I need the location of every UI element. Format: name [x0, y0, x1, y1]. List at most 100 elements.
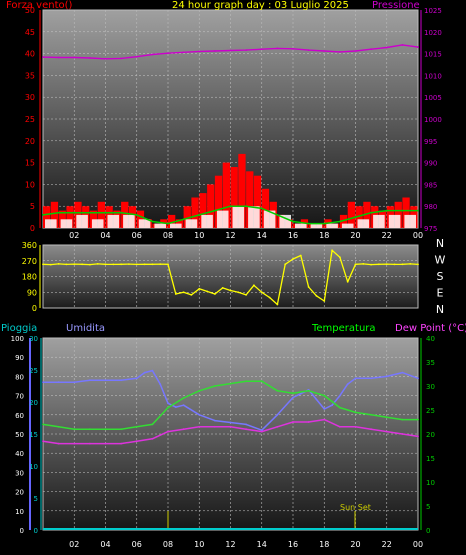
- x-tick-label: 08: [163, 540, 173, 549]
- wind-gust-bar: [310, 223, 323, 228]
- x-tick-label: 04: [100, 540, 110, 549]
- pressure-line-point: [135, 55, 138, 58]
- wind-average-line-point: [57, 211, 60, 214]
- humidity-line-point: [120, 379, 122, 382]
- pressure-line-point: [214, 50, 216, 52]
- wind-tick-label: 25: [25, 115, 35, 124]
- wind-direction-line-point: [378, 263, 380, 266]
- wind-average-line-point: [354, 216, 357, 219]
- pressure-tick-label: 985: [424, 181, 437, 189]
- wind-speed-bar: [191, 197, 199, 228]
- wind-direction-line-point: [268, 296, 271, 299]
- rain-tick-label: 40: [15, 450, 24, 458]
- wind-gust-bar: [404, 214, 416, 228]
- wind-direction-line-point: [323, 300, 326, 302]
- humidity-line-point: [339, 394, 341, 397]
- dewpoint-line-point: [214, 425, 216, 428]
- dewpoint-line-point: [260, 430, 263, 433]
- wind-gust-bar: [295, 223, 307, 228]
- wind-gust-bar: [388, 214, 401, 228]
- wind-direction-line-point: [73, 263, 76, 265]
- compass-letter: N: [436, 237, 444, 250]
- x-tick-label: 14: [257, 231, 267, 240]
- pressure-line-point: [370, 48, 372, 51]
- dewpoint-line-point: [323, 418, 326, 421]
- wind-direction-line-point: [112, 263, 115, 266]
- compass-letter: N: [436, 303, 444, 316]
- wind-gust-bar: [91, 219, 104, 228]
- dewpoint-line-point: [417, 435, 419, 438]
- wind-gust-bar: [60, 219, 73, 228]
- temperature-line-point: [229, 382, 232, 385]
- humidity-line-point: [260, 429, 263, 432]
- temperature-line-point: [276, 389, 279, 392]
- dewpoint-line-point: [120, 442, 122, 445]
- humidity-tick-label: 5: [34, 495, 38, 503]
- wind-speed-bar: [222, 162, 230, 228]
- dewpoint-line-point: [182, 428, 185, 431]
- wind-direction-line-point: [417, 263, 419, 266]
- compass-letter: E: [437, 287, 444, 300]
- rain-axis-label: Pioggia: [1, 323, 37, 334]
- humidity-line-point: [198, 413, 201, 416]
- temperature-line-point: [89, 428, 91, 431]
- humidity-line-point: [331, 404, 333, 407]
- wind-direction-line-point: [339, 256, 341, 259]
- wind-average-line-point: [307, 222, 310, 225]
- humidity-tick-label: 0: [34, 527, 38, 535]
- wind-gust-bar: [107, 214, 120, 228]
- pressure-line-point: [276, 47, 279, 50]
- dewpoint-line-point: [354, 425, 357, 428]
- pressure-line-point: [245, 49, 248, 51]
- humidity-line-point: [417, 377, 419, 380]
- wind-speed-bar: [207, 184, 215, 228]
- rain-tick-label: 50: [15, 431, 24, 439]
- wind-direction-line-point: [260, 291, 263, 294]
- wind-gust-bar: [76, 214, 88, 228]
- wind-speed-bar: [214, 175, 223, 228]
- x-tick-label: 16: [288, 231, 298, 240]
- humidity-line-point: [401, 371, 404, 374]
- wind-speed-axis: 0 5 10 15 20 25 30 35 40 45 50: [25, 6, 41, 233]
- wind-gust-bar: [216, 210, 229, 228]
- wind-tick-label: 50: [25, 6, 35, 15]
- wind-direction-line-point: [143, 263, 146, 266]
- pressure-line-point: [167, 52, 169, 55]
- x-tick-label: 18: [319, 231, 329, 240]
- wind-direction-line-point: [174, 293, 177, 295]
- rain-tick-label: 60: [15, 412, 24, 420]
- dewpoint-line-point: [57, 442, 60, 445]
- wind-direction-line-point: [120, 263, 122, 266]
- humidity-line-point: [42, 381, 44, 384]
- dewpoint-line-point: [167, 430, 169, 433]
- wind-direction-line-point: [354, 263, 357, 266]
- wind-tick-label: 10: [25, 180, 35, 189]
- humidity-line-point: [354, 377, 357, 380]
- wind-speed-bar: [261, 188, 270, 228]
- humidity-line-point: [167, 402, 169, 405]
- humidity-line-point: [143, 371, 146, 374]
- dewpoint-axis-label: Dew Point (°C): [395, 323, 466, 334]
- temp-time-axis: 02 04 06 08 10 12 14 16 18 20 22 00: [69, 540, 423, 549]
- temperature-line-point: [401, 418, 404, 421]
- temperature-line-point: [339, 406, 341, 409]
- rain-tick-label: 20: [15, 489, 24, 497]
- humidity-tick-label: 25: [29, 367, 38, 375]
- wind-gust-bar: [123, 214, 135, 228]
- wind-average-line-point: [245, 205, 248, 208]
- wind-average-line-point: [292, 220, 294, 223]
- humidity-line-point: [174, 406, 177, 408]
- pressure-line-point: [89, 57, 91, 59]
- pressure-tick-label: 980: [424, 203, 437, 211]
- x-tick-label: 06: [132, 540, 142, 549]
- temperature-line-point: [198, 389, 201, 392]
- temperature-line-point: [42, 423, 44, 426]
- wind-average-line-point: [73, 211, 76, 214]
- pressure-line-point: [385, 46, 388, 49]
- wind-average-line-point: [42, 214, 44, 216]
- wind-gust-bar: [279, 214, 291, 228]
- temperature-line-point: [182, 397, 185, 399]
- rain-tick-label: 30: [15, 469, 24, 477]
- wind-speed-bar: [347, 201, 355, 228]
- humidity-line: [43, 369, 419, 431]
